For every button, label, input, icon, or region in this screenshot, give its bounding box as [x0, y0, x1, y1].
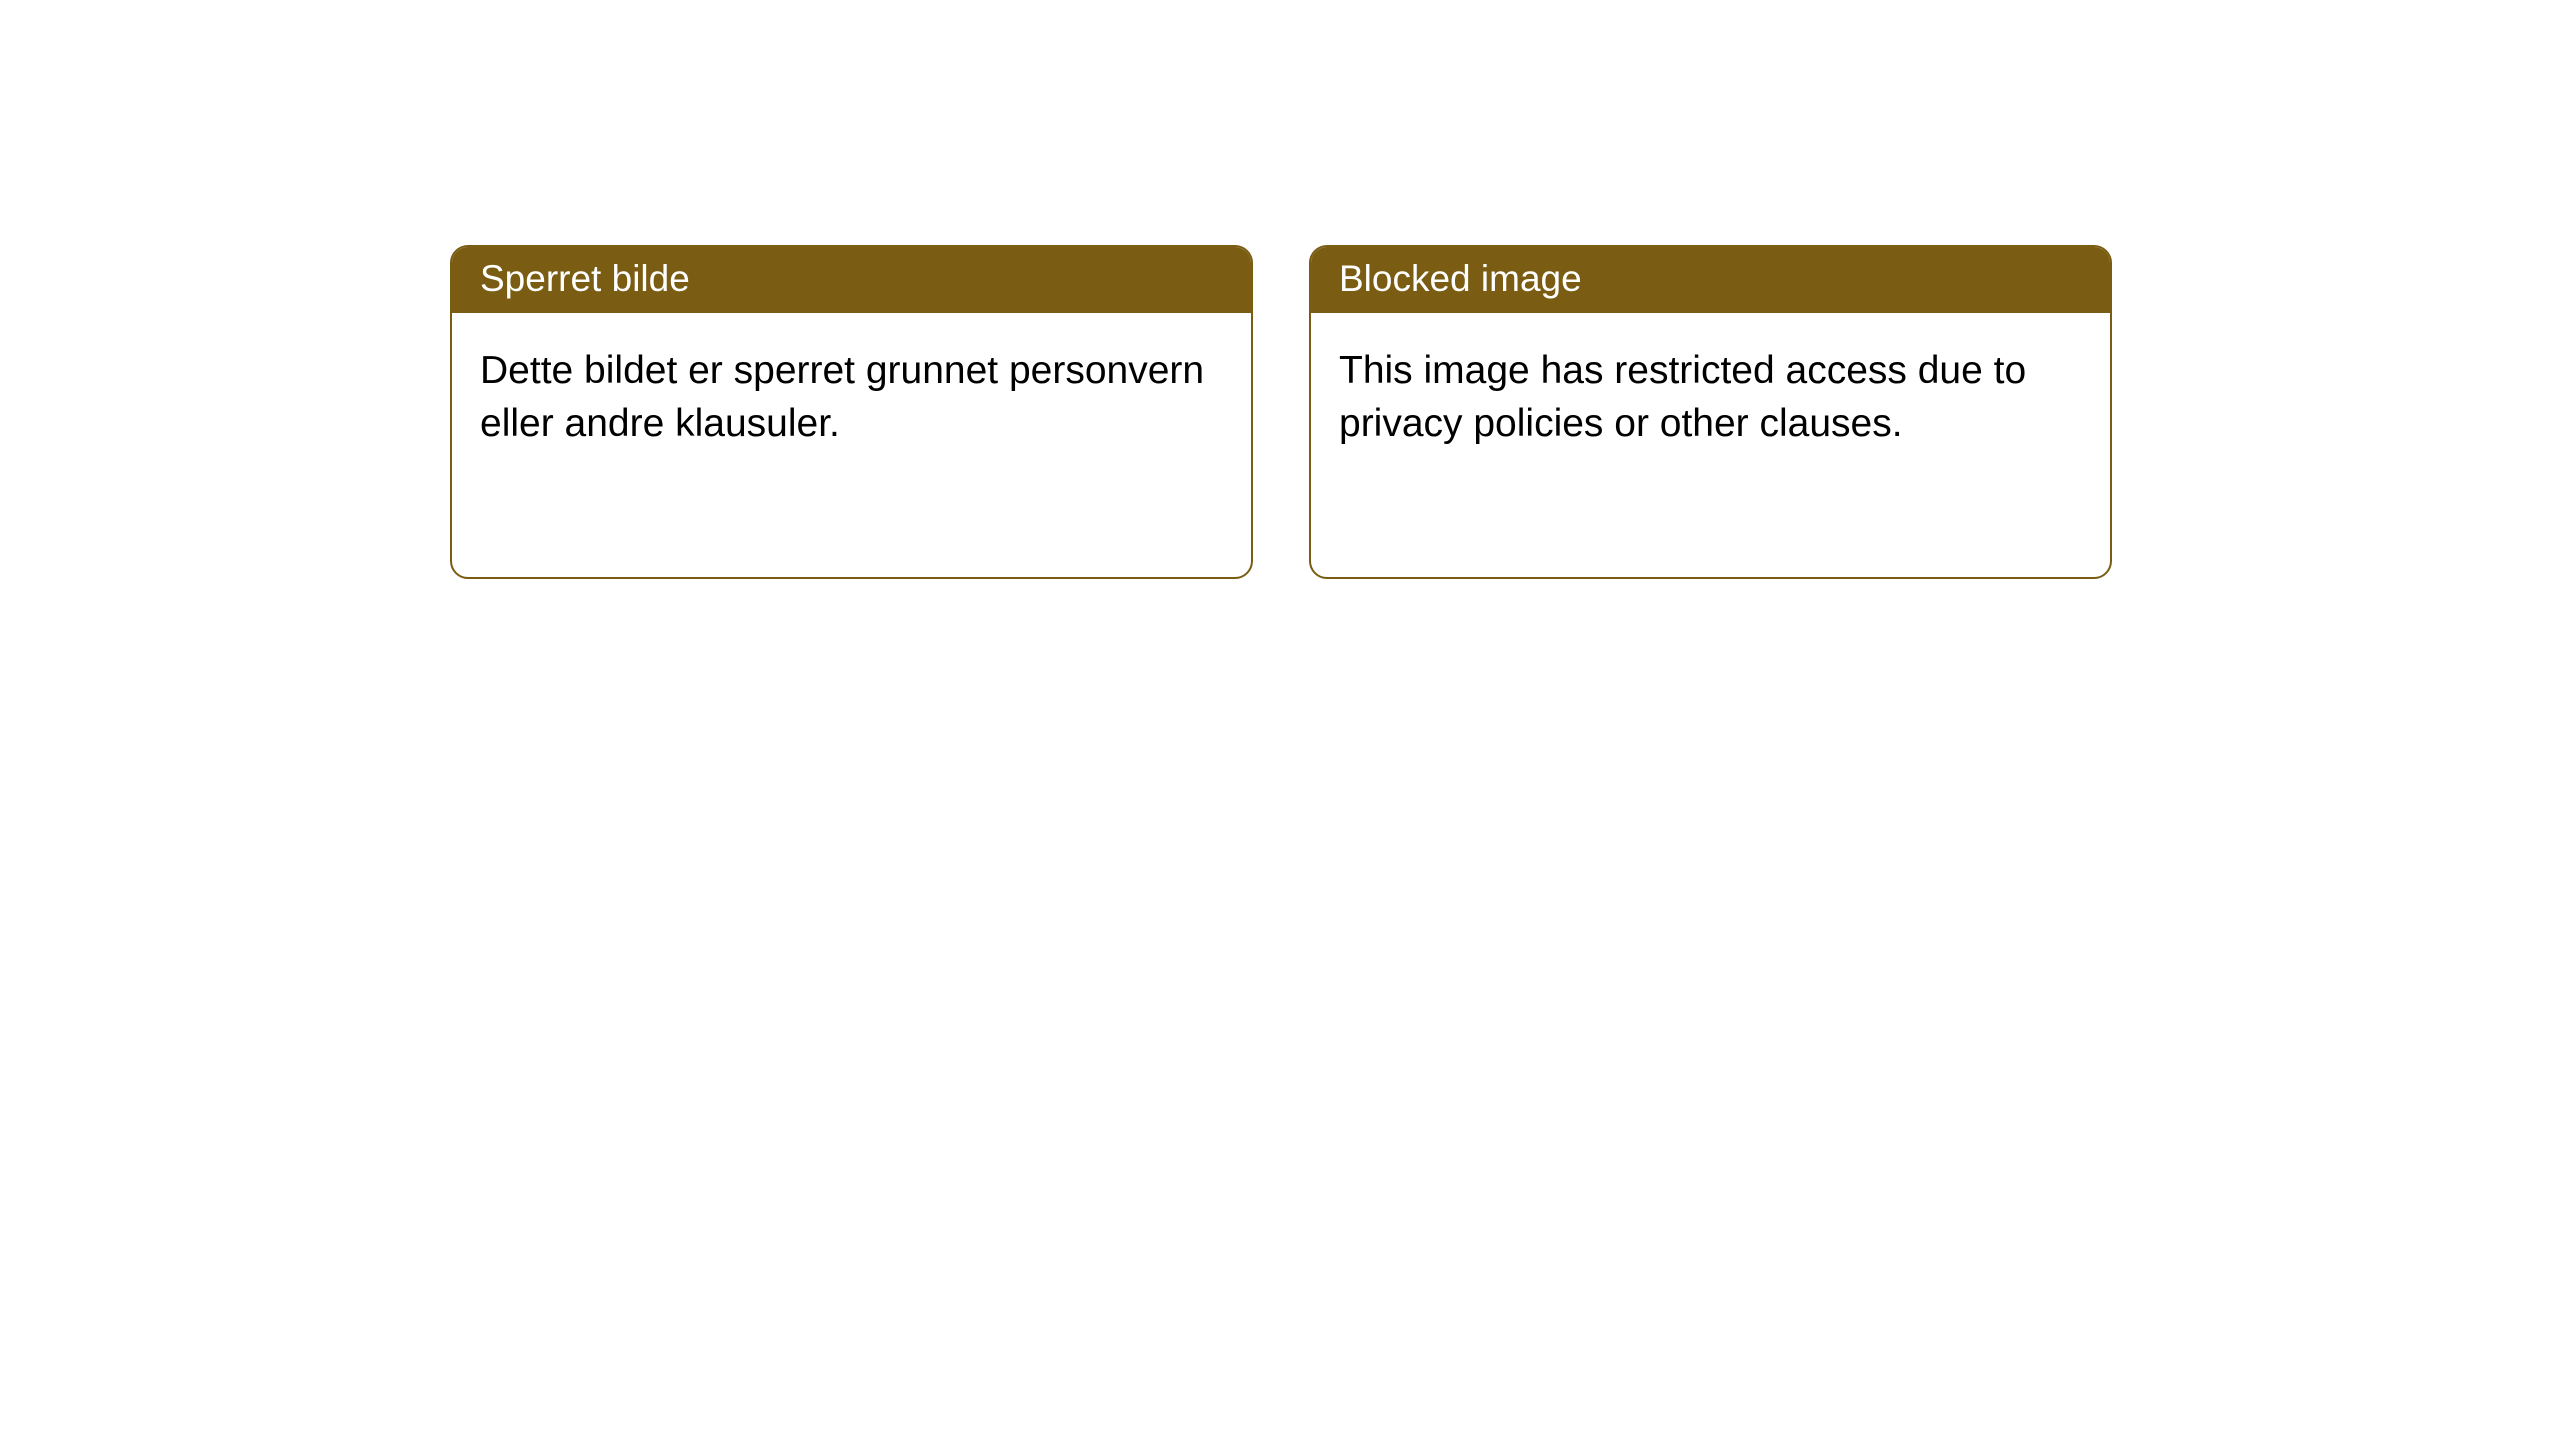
- blocked-image-card-no: Sperret bilde Dette bildet er sperret gr…: [450, 245, 1253, 579]
- card-body-en: This image has restricted access due to …: [1311, 313, 2110, 482]
- card-title-no: Sperret bilde: [452, 247, 1251, 313]
- blocked-image-card-en: Blocked image This image has restricted …: [1309, 245, 2112, 579]
- card-title-en: Blocked image: [1311, 247, 2110, 313]
- card-body-no: Dette bildet er sperret grunnet personve…: [452, 313, 1251, 482]
- cards-container: Sperret bilde Dette bildet er sperret gr…: [0, 0, 2560, 579]
